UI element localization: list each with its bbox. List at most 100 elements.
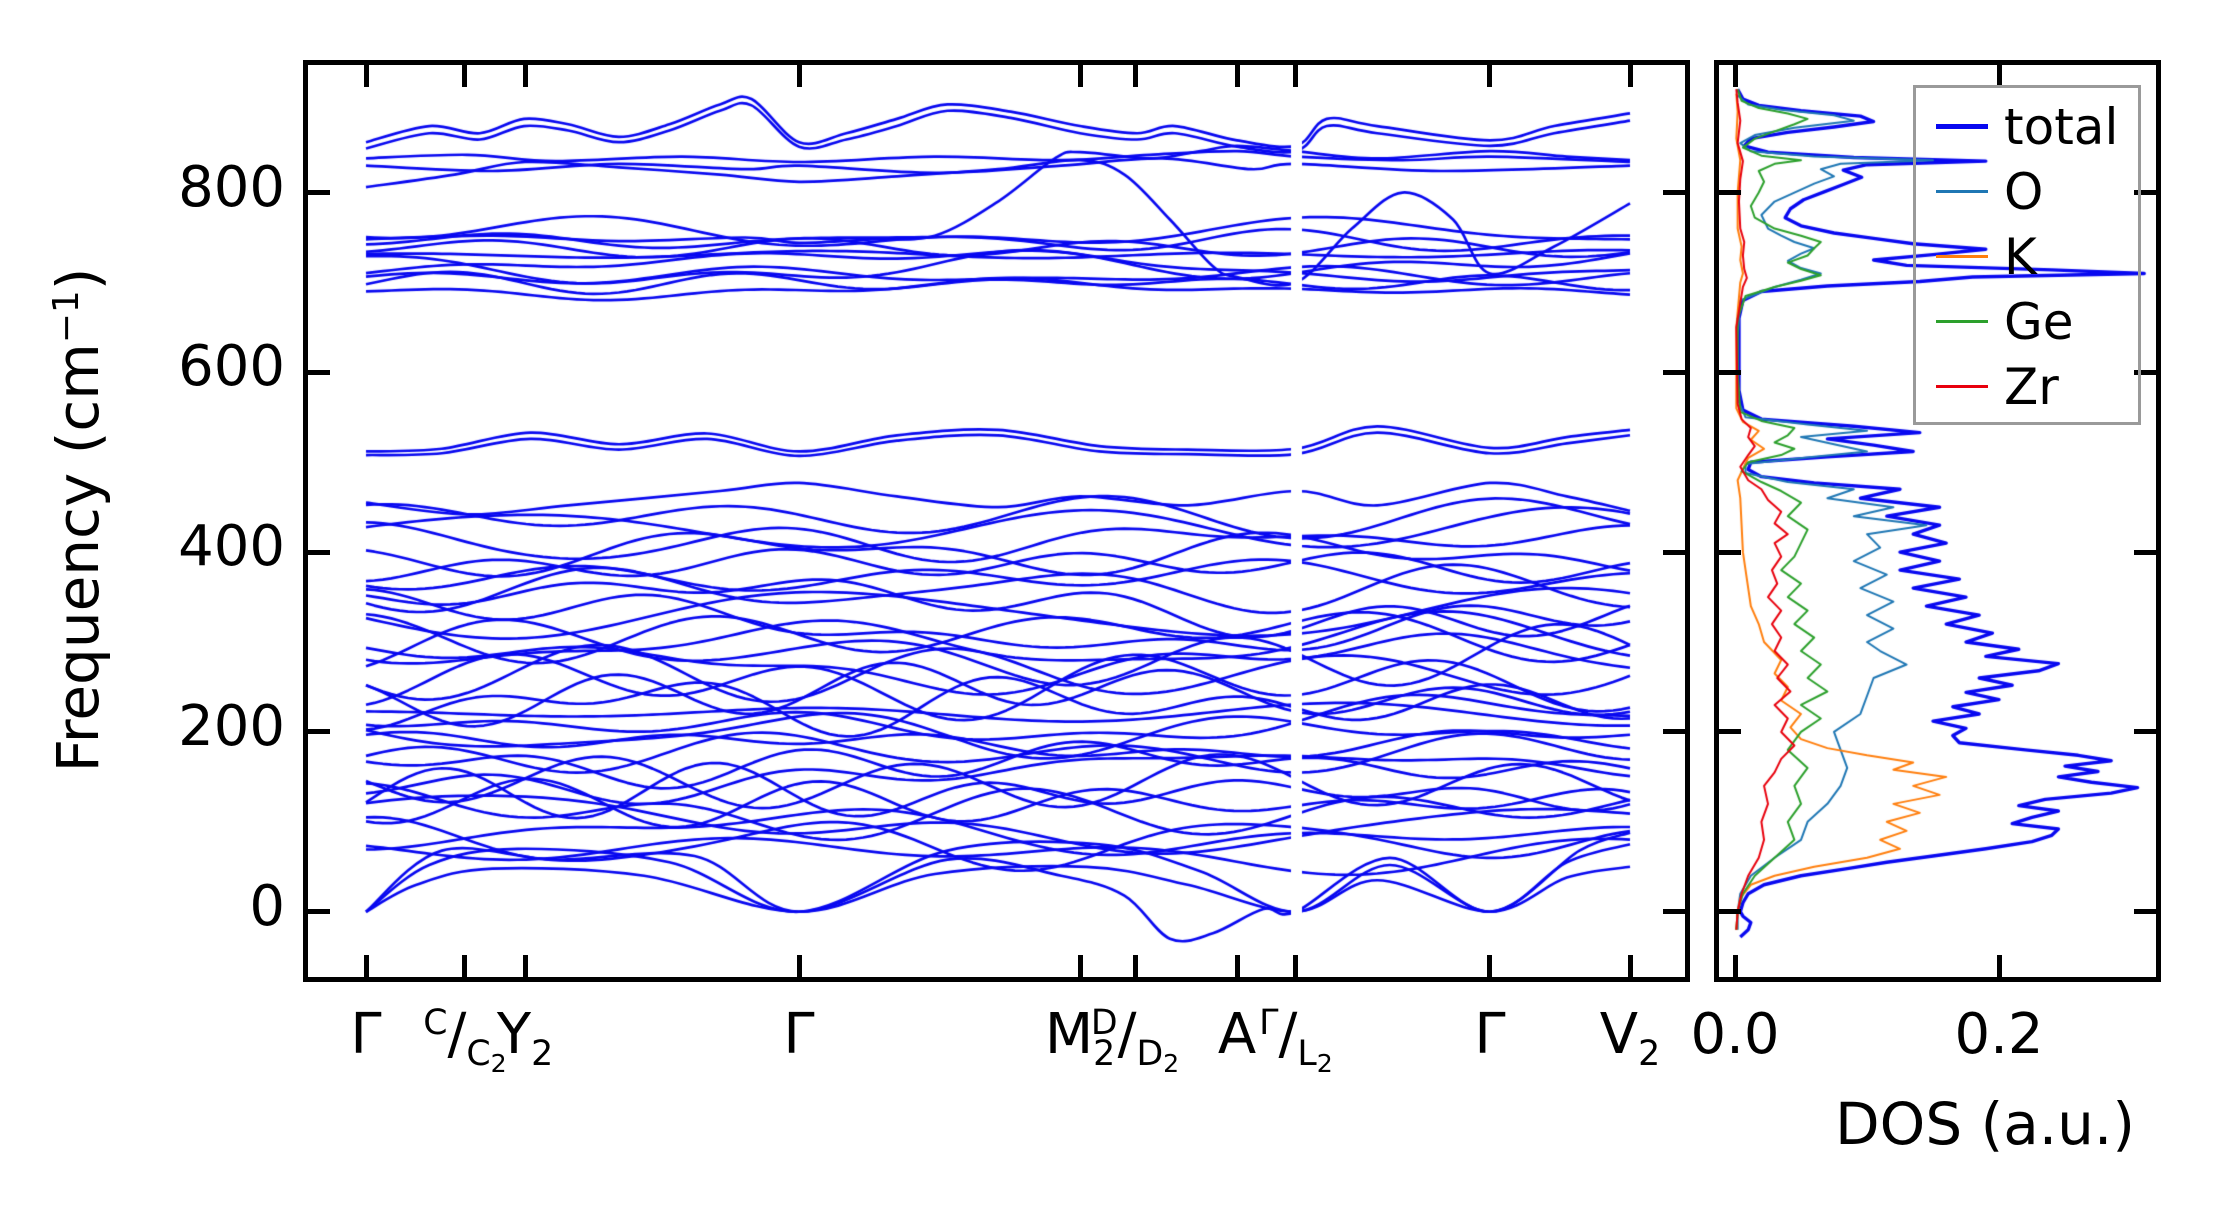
dos-legend: total O K Ge Zr bbox=[1913, 85, 2141, 425]
ktick-bottom-Gamma-2 bbox=[796, 955, 802, 977]
y-tick-label-200: 200 bbox=[178, 693, 285, 759]
ktick-bottom-C-C2 bbox=[462, 955, 468, 977]
ytick-dos-right-600 bbox=[2134, 369, 2156, 375]
ytick-dos-left-800 bbox=[1719, 190, 1741, 196]
dostick-top-0.0 bbox=[1732, 65, 1738, 87]
kpoint-label-C-C2: C/C2 bbox=[423, 1002, 506, 1078]
y-tick-label-0: 0 bbox=[249, 873, 285, 939]
ytick-dos-right-400 bbox=[2134, 549, 2156, 555]
kpoint-label-Y2: Y2 bbox=[496, 1002, 553, 1074]
kpoint-label-Gamma-1: Γ bbox=[350, 1002, 381, 1067]
kpoint-label-V2: V2 bbox=[1599, 1002, 1660, 1074]
dostick-top-0.2 bbox=[1996, 65, 2002, 87]
legend-entry-Zr: Zr bbox=[1916, 354, 2138, 419]
ktick-top-A bbox=[1234, 65, 1240, 87]
label-token: Y bbox=[496, 1002, 532, 1067]
label-token: D bbox=[1136, 1034, 1164, 1075]
label-token: Γ bbox=[1474, 1002, 1506, 1067]
kpoint-label-A: A bbox=[1218, 1002, 1256, 1067]
label-token: V bbox=[1599, 1002, 1639, 1067]
label-token: Frequency (cm bbox=[44, 343, 112, 773]
label-token: −1 bbox=[46, 290, 88, 344]
label-token: Γ bbox=[350, 1002, 382, 1067]
y-tick-label-800: 800 bbox=[178, 154, 285, 220]
ytick-dos-right-200 bbox=[2134, 729, 2156, 735]
ytick-dos-left-600 bbox=[1719, 369, 1741, 375]
ytick-band-right-200 bbox=[1663, 729, 1685, 735]
ytick-left-0 bbox=[308, 909, 330, 915]
ktick-bottom-Y2 bbox=[522, 955, 528, 977]
label-token: 2 bbox=[490, 1048, 507, 1078]
ytick-band-right-0 bbox=[1663, 909, 1685, 915]
label-token: Γ bbox=[783, 1002, 815, 1067]
label-token: / bbox=[1117, 1002, 1137, 1067]
ytick-left-800 bbox=[308, 190, 330, 196]
ytick-band-right-600 bbox=[1663, 369, 1685, 375]
label-token: A bbox=[1217, 1002, 1257, 1067]
band-plot-canvas bbox=[308, 65, 1685, 977]
legend-entry-Ge: Ge bbox=[1916, 289, 2138, 354]
legend-entry-O: O bbox=[1916, 159, 2138, 224]
legend-entry-K: K bbox=[1916, 224, 2138, 289]
legend-line-sample bbox=[1936, 190, 1988, 193]
ytick-band-right-400 bbox=[1663, 549, 1685, 555]
label-token: / bbox=[447, 1002, 467, 1067]
legend-label: K bbox=[2004, 227, 2037, 286]
legend-label: Zr bbox=[2004, 357, 2059, 416]
y-tick-label-400: 400 bbox=[178, 514, 285, 580]
legend-line-sample bbox=[1936, 320, 1988, 323]
ytick-band-right-800 bbox=[1663, 190, 1685, 196]
dos-tick-label-0.2: 0.2 bbox=[1954, 1002, 2044, 1067]
dostick-bottom-0.2 bbox=[1996, 955, 2002, 977]
legend-label: total bbox=[2004, 97, 2119, 156]
ytick-left-400 bbox=[308, 549, 330, 555]
ktick-bottom-V2 bbox=[1627, 955, 1633, 977]
dostick-bottom-0.0 bbox=[1732, 955, 1738, 977]
legend-entry-total: total bbox=[1916, 94, 2138, 159]
label-token: 2 bbox=[1316, 1048, 1333, 1078]
ktick-bottom-Gamma-1 bbox=[363, 955, 369, 977]
label-token: Γ bbox=[1259, 1002, 1279, 1043]
label-token: C bbox=[423, 1002, 448, 1043]
band-structure-panel bbox=[303, 60, 1690, 982]
dos-axis-label: DOS (a.u.) bbox=[1835, 1090, 2135, 1158]
label-token: ) bbox=[44, 267, 112, 291]
ktick-top-Gamma-L2 bbox=[1293, 65, 1299, 87]
label-token: / bbox=[1278, 1002, 1298, 1067]
legend-line-sample bbox=[1936, 255, 1988, 258]
kpoint-label-Gamma-3: Γ bbox=[1474, 1002, 1505, 1067]
ytick-dos-left-200 bbox=[1719, 729, 1741, 735]
label-token: 2 bbox=[1093, 1034, 1116, 1075]
ytick-left-200 bbox=[308, 729, 330, 735]
label-token: 2 bbox=[1163, 1048, 1180, 1078]
y-tick-label-600: 600 bbox=[178, 334, 285, 400]
ktick-top-Gamma-3 bbox=[1487, 65, 1493, 87]
label-token: C bbox=[466, 1034, 491, 1075]
ytick-dos-right-800 bbox=[2134, 190, 2156, 196]
ytick-left-600 bbox=[308, 369, 330, 375]
ktick-top-Y2 bbox=[522, 65, 528, 87]
ktick-top-D-D2 bbox=[1132, 65, 1138, 87]
kpoint-label-Gamma-L2: Γ/L2 bbox=[1259, 1002, 1333, 1078]
dos-plot-canvas bbox=[1719, 65, 2156, 977]
kpoint-label-M2: M2 bbox=[1045, 1002, 1115, 1074]
ktick-bottom-Gamma-3 bbox=[1487, 955, 1493, 977]
label-token: L bbox=[1297, 1034, 1317, 1075]
ytick-dos-left-400 bbox=[1719, 549, 1741, 555]
ktick-top-Gamma-1 bbox=[363, 65, 369, 87]
y-axis-label: Frequency (cm−1) bbox=[44, 268, 112, 773]
ktick-bottom-D-D2 bbox=[1132, 955, 1138, 977]
legend-label: O bbox=[2004, 162, 2044, 221]
dos-tick-label-0.0: 0.0 bbox=[1690, 1002, 1780, 1067]
ktick-top-M2 bbox=[1077, 65, 1083, 87]
kpoint-label-Gamma-2: Γ bbox=[783, 1002, 814, 1067]
label-token: 2 bbox=[531, 1034, 554, 1075]
dos-panel bbox=[1714, 60, 2161, 982]
ytick-dos-right-0 bbox=[2134, 909, 2156, 915]
ytick-dos-left-0 bbox=[1719, 909, 1741, 915]
label-token: D bbox=[1090, 1002, 1118, 1043]
ktick-bottom-A bbox=[1234, 955, 1240, 977]
ktick-bottom-Gamma-L2 bbox=[1293, 955, 1299, 977]
ktick-top-Gamma-2 bbox=[796, 65, 802, 87]
